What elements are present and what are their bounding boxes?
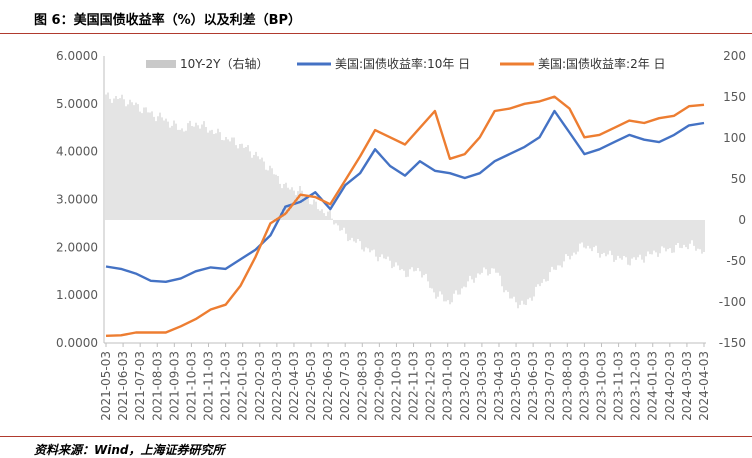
x-tick-label: 2021-10-03 bbox=[184, 351, 198, 421]
x-tick-label: 2022-12-03 bbox=[424, 351, 438, 421]
y-right-tick-label: 100 bbox=[723, 131, 746, 145]
y-left-tick-label: 4.0000 bbox=[56, 145, 98, 159]
x-tick-label: 2024-02-03 bbox=[663, 351, 677, 421]
y-right-tick-label: -50 bbox=[726, 254, 746, 268]
axes: 6.0000 5.0000 4.0000 3.0000 2.0000 1.0000 0.00… bbox=[56, 49, 746, 421]
y-left-tick-label: 5.0000 bbox=[56, 97, 98, 111]
x-tick-label: 2022-09-03 bbox=[372, 351, 386, 421]
legend-spread-swatch bbox=[146, 60, 176, 68]
source-note: 资料来源：Wind，上海证券研究所 bbox=[34, 443, 225, 457]
x-tick-label: 2021-08-03 bbox=[150, 351, 164, 421]
y-right-tick-label: -150 bbox=[719, 336, 746, 350]
x-tick-label: 2021-07-03 bbox=[133, 351, 147, 421]
x-tick-label: 2022-03-03 bbox=[270, 351, 284, 421]
x-tick-label: 2024-01-03 bbox=[646, 351, 660, 421]
legend-two-year-label: 美国:国债收益率:2年 日 bbox=[538, 56, 666, 71]
x-tick-label: 2023-08-03 bbox=[560, 351, 574, 421]
y-left-tick-label: 6.0000 bbox=[56, 49, 98, 63]
x-tick-label: 2023-06-03 bbox=[526, 351, 540, 421]
yield-spread-chart: 6.0000 5.0000 4.0000 3.0000 2.0000 1.0000 0.00… bbox=[56, 49, 746, 421]
x-tick-label: 2021-06-03 bbox=[116, 351, 130, 421]
y-right-tick-label: 0 bbox=[738, 213, 746, 227]
x-tick-label: 2022-08-03 bbox=[355, 351, 369, 421]
y-right-tick-label: 150 bbox=[723, 90, 746, 104]
x-tick-label: 2023-09-03 bbox=[577, 351, 591, 421]
x-tick-label: 2023-04-03 bbox=[492, 351, 506, 421]
x-tick-label: 2021-05-03 bbox=[99, 351, 113, 421]
x-tick-label: 2021-12-03 bbox=[219, 351, 233, 421]
x-tick-label: 2023-02-03 bbox=[458, 351, 472, 421]
y-left-tick-label: 2.0000 bbox=[56, 240, 98, 254]
x-tick-label: 2022-05-03 bbox=[304, 351, 318, 421]
legend-spread-label: 10Y-2Y（右轴） bbox=[180, 56, 268, 71]
x-tick-label: 2022-07-03 bbox=[338, 351, 352, 421]
ten-year-yield-line bbox=[105, 109, 705, 284]
x-tick-label: 2022-11-03 bbox=[407, 351, 421, 421]
y-right-tick-label: -100 bbox=[719, 295, 746, 309]
y-left-tick-label: 0.0000 bbox=[56, 336, 98, 350]
x-tick-label: 2023-11-03 bbox=[612, 351, 626, 421]
x-tick-label: 2021-11-03 bbox=[202, 351, 216, 421]
y-right-tick-label: 50 bbox=[731, 172, 746, 186]
x-tick-label: 2024-03-03 bbox=[680, 351, 694, 421]
figure-header: 图 6：美国国债收益率（%）以及利差（BP） bbox=[0, 0, 752, 34]
x-tick-label: 2022-06-03 bbox=[321, 351, 335, 421]
legend-ten-year-label: 美国:国债收益率:10年 日 bbox=[335, 56, 470, 71]
x-tick-label: 2022-01-03 bbox=[236, 351, 250, 421]
x-tick-label: 2023-07-03 bbox=[543, 351, 557, 421]
y-left-tick-label: 1.0000 bbox=[56, 288, 98, 302]
x-tick-label: 2023-05-03 bbox=[509, 351, 523, 421]
legend[interactable]: 10Y-2Y（右轴） 美国:国债收益率:10年 日 美国:国债收益率:2年 日 bbox=[146, 56, 666, 71]
x-tick-label: 2024-04-03 bbox=[697, 351, 711, 421]
x-tick-label: 2023-12-03 bbox=[629, 351, 643, 421]
x-tick-label: 2023-01-03 bbox=[441, 351, 455, 421]
y-right-tick-label: 200 bbox=[723, 49, 746, 63]
x-tick-label: 2023-03-03 bbox=[475, 351, 489, 421]
x-tick-label: 2021-09-03 bbox=[167, 351, 181, 421]
spread-bars bbox=[105, 92, 705, 309]
figure-title: 图 6：美国国债收益率（%）以及利差（BP） bbox=[34, 13, 302, 28]
two-year-yield-line bbox=[105, 95, 705, 337]
title-divider bbox=[0, 33, 752, 34]
x-tick-label: 2022-04-03 bbox=[287, 351, 301, 421]
footer-divider bbox=[0, 436, 752, 437]
x-tick-label: 2022-10-03 bbox=[389, 351, 403, 421]
series-lines bbox=[105, 95, 705, 337]
x-tick-label: 2022-02-03 bbox=[253, 351, 267, 421]
x-tick-label: 2023-10-03 bbox=[594, 351, 608, 421]
y-left-tick-label: 3.0000 bbox=[56, 193, 98, 207]
